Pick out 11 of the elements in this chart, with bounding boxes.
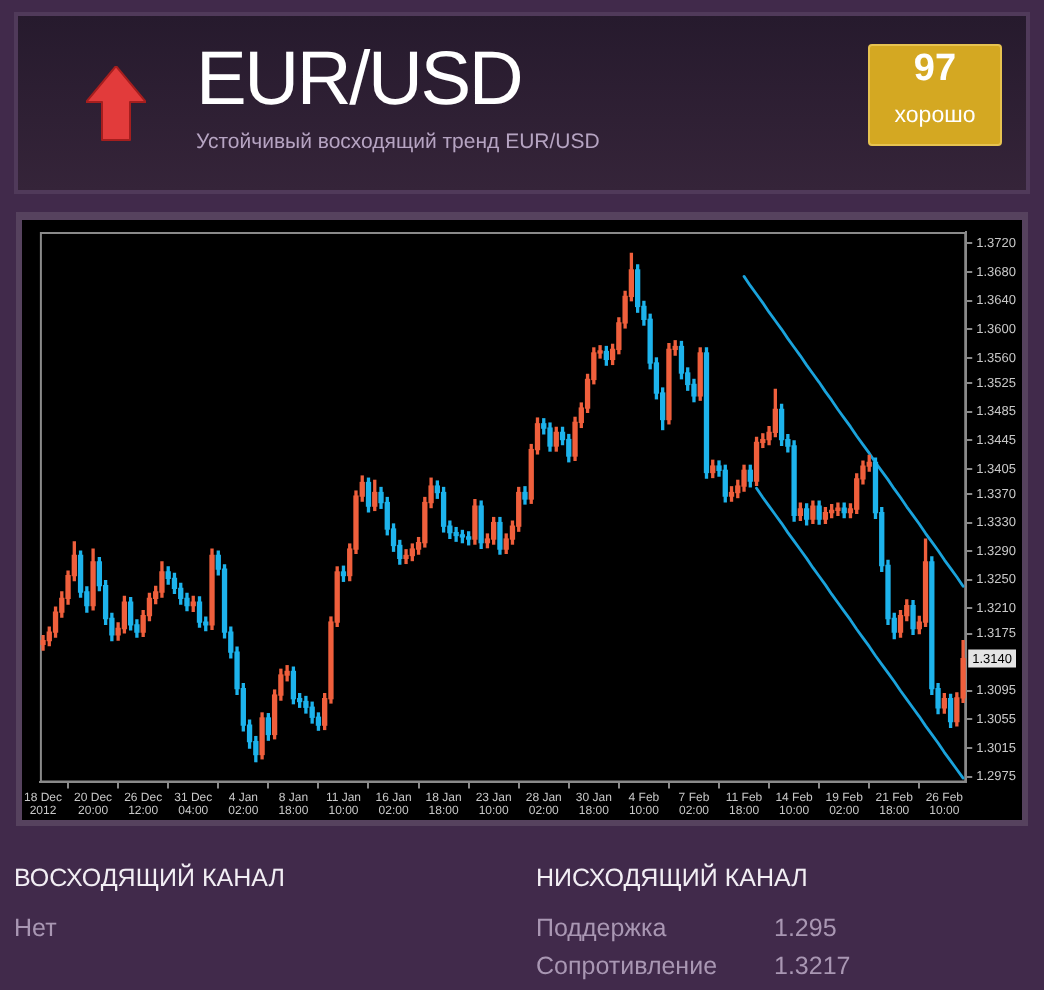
text: Сопротивление: [536, 952, 718, 980]
chart-subtitle: Устойчивый восходящий тренд EUR/USD: [196, 130, 600, 154]
text: ВОСХОДЯЩИЙ КАНАЛ: [14, 864, 285, 892]
text: 1.3217: [774, 952, 851, 980]
text: НИСХОДЯЩИЙ КАНАЛ: [536, 864, 808, 892]
text: 97: [911, 48, 959, 90]
text: Поддержка: [536, 914, 667, 942]
text: Нет: [14, 914, 57, 942]
text: хорошо: [892, 102, 978, 130]
chart-title: EUR/USD: [196, 38, 522, 122]
text: 1.295: [774, 914, 837, 942]
